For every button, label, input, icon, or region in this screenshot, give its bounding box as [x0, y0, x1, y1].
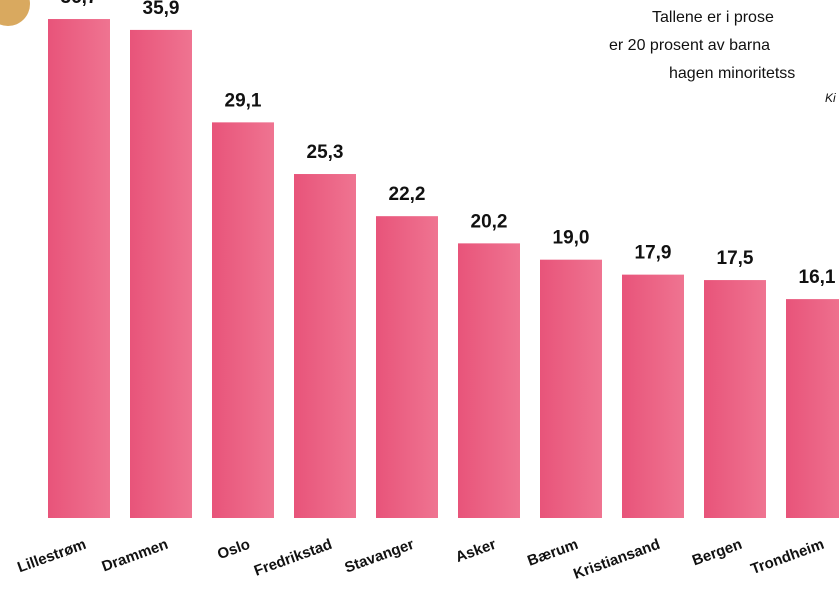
- x-tick-label: Fredrikstad: [252, 536, 335, 580]
- value-label: 25,3: [307, 142, 344, 163]
- x-tick-label: Oslo: [215, 536, 252, 563]
- value-label: 35,9: [143, 0, 180, 19]
- x-tick-label: Bergen: [690, 536, 744, 570]
- note-line: er 20 prosent av barna: [609, 37, 770, 54]
- bar: [376, 216, 438, 519]
- x-tick-label: Stavanger: [342, 536, 416, 577]
- value-label: 20,2: [471, 211, 508, 232]
- x-tick-label: Drammen: [100, 536, 171, 576]
- value-label: 22,2: [389, 184, 426, 205]
- value-label: 29,1: [225, 90, 262, 111]
- value-label: 19,0: [553, 228, 590, 249]
- bar: [212, 122, 274, 518]
- value-label: 17,9: [635, 243, 672, 264]
- bar: [704, 280, 766, 518]
- note-source: Ki: [825, 91, 836, 105]
- x-tick-label: Bærum: [525, 536, 580, 570]
- bar: [294, 174, 356, 518]
- bar: [786, 299, 839, 518]
- bar: [540, 259, 602, 518]
- x-tick-label: Asker: [453, 536, 498, 566]
- bar: [48, 19, 110, 519]
- value-label: 17,5: [717, 248, 754, 269]
- note-line: hagen minoritetss: [669, 65, 795, 82]
- decoration: [0, 0, 30, 26]
- x-tick-label: Trondheim: [749, 536, 827, 578]
- value-label: 36,7: [61, 0, 98, 8]
- bar: [130, 29, 192, 518]
- bar: [622, 274, 684, 518]
- value-label: 16,1: [799, 267, 836, 288]
- note-line: Tallene er i prose: [652, 9, 774, 26]
- x-tick-label: Kristiansand: [571, 536, 662, 583]
- bar: [458, 243, 520, 519]
- x-tick-label: Lillestrøm: [15, 536, 88, 576]
